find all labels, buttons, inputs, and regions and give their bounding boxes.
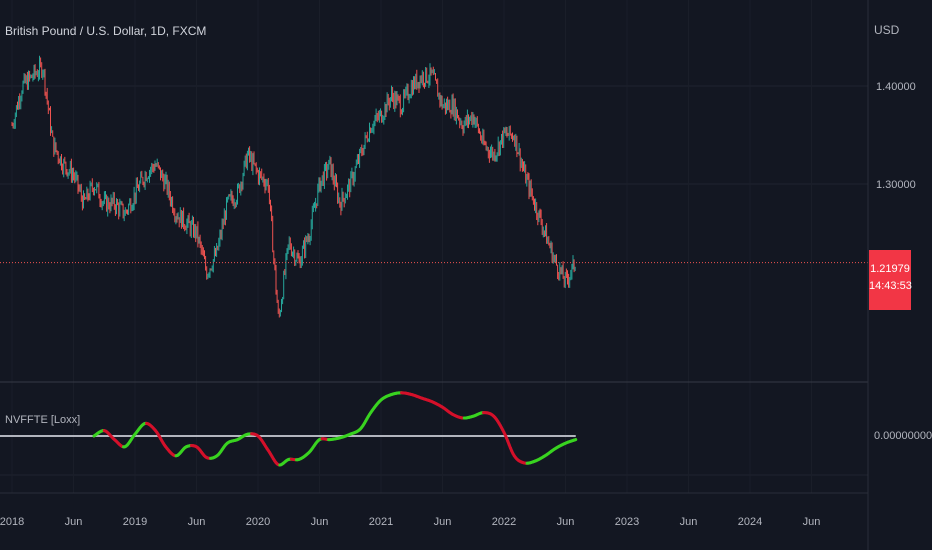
- bar-countdown: 14:43:53: [869, 280, 912, 292]
- symbol-title: British Pound / U.S. Dollar, 1D, FXCM: [5, 24, 207, 38]
- time-tick-label: Jun: [434, 516, 452, 528]
- time-tick-label: 2018: [0, 516, 24, 528]
- time-axis-labels: 2018 Jun 2019 Jun 2020 Jun 2021 Jun 2022 Jun 2023 J…: [0, 516, 820, 528]
- indicator-curve: [92, 391, 578, 467]
- time-tick-label: Jun: [557, 516, 575, 528]
- time-tick-label: 2022: [492, 516, 516, 528]
- price-candles: [11, 55, 576, 318]
- time-tick-label: Jun: [65, 516, 83, 528]
- price-tick-label: 1.40000: [876, 81, 916, 93]
- time-tick-label: Jun: [188, 516, 206, 528]
- current-price-tag: 1.21979 14:43:53: [869, 250, 912, 310]
- time-tick-label: Jun: [803, 516, 821, 528]
- time-tick-label: 2019: [123, 516, 147, 528]
- time-tick-label: Jun: [680, 516, 698, 528]
- price-axis-ticks: 1.40000 1.30000: [876, 81, 916, 191]
- current-price-value: 1.21979: [870, 263, 910, 275]
- time-tick-label: 2023: [615, 516, 639, 528]
- time-tick-label: 2024: [738, 516, 762, 528]
- price-tick-label: 1.30000: [876, 179, 916, 191]
- indicator-name[interactable]: NVFFTE [Loxx]: [5, 414, 81, 426]
- indicator-zero-label: 0.00000000: [874, 430, 932, 442]
- time-tick-label: 2021: [369, 516, 393, 528]
- time-tick-label: Jun: [311, 516, 329, 528]
- currency-label: USD: [874, 23, 900, 37]
- time-tick-label: 2020: [246, 516, 270, 528]
- grid-lines: [0, 85, 868, 476]
